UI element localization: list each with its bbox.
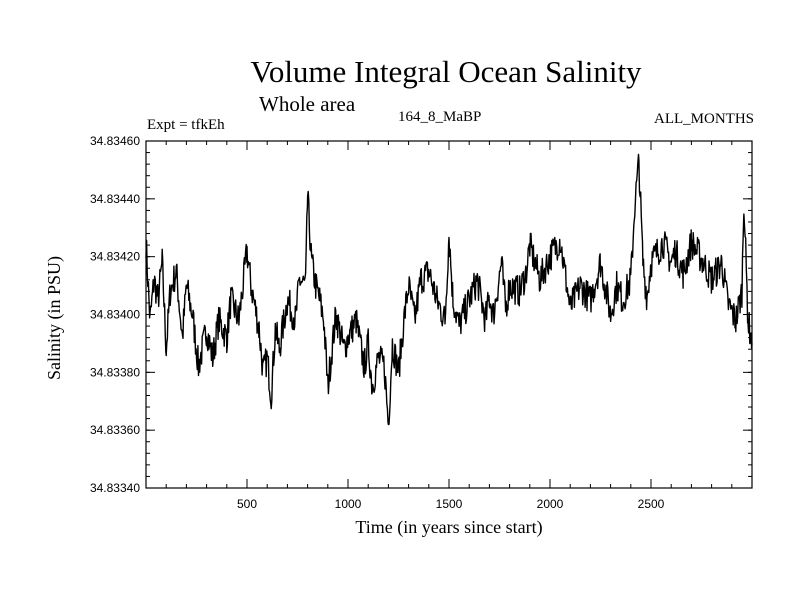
x-tick-label: 1000	[335, 497, 362, 511]
y-tick-label: 34.83380	[90, 365, 140, 379]
chart-title: Volume Integral Ocean Salinity	[250, 54, 642, 89]
y-tick-label: 34.83460	[90, 134, 140, 148]
x-axis-title: Time (in years since start)	[355, 517, 542, 538]
x-tick-label: 2500	[638, 497, 665, 511]
x-tick-label: 500	[237, 497, 257, 511]
x-tick-label: 2000	[537, 497, 564, 511]
y-tick-label: 34.83400	[90, 308, 140, 322]
months-label: ALL_MONTHS	[654, 111, 754, 127]
chart-subtitle: Whole area	[259, 92, 356, 116]
experiment-label: Expt = tfkEh	[147, 117, 225, 133]
x-tick-label: 1500	[436, 497, 463, 511]
y-tick-label: 34.83340	[90, 481, 140, 495]
y-tick-label: 34.83440	[90, 192, 140, 206]
run-label: 164_8_MaBP	[398, 109, 482, 125]
y-tick-label: 34.83420	[90, 250, 140, 264]
salinity-series-line	[145, 153, 753, 426]
y-axis-title: Salinity (in PSU)	[44, 256, 65, 380]
y-tick-label: 34.83360	[90, 423, 140, 437]
